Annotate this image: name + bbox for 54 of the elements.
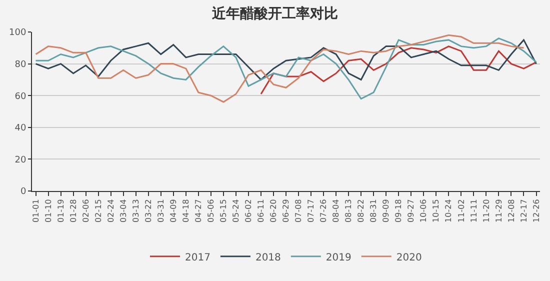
x-tick-label: 04-09 (168, 199, 178, 222)
x-tick-label: 11-02 (456, 199, 466, 222)
x-tick-label: 06-11 (256, 199, 266, 222)
y-tick-label: 40 (14, 124, 26, 134)
x-tick-label: 01-19 (56, 199, 66, 222)
x-tick-label: 04-27 (194, 199, 204, 222)
x-tick-label: 12-17 (519, 199, 528, 222)
x-tick-label: 01-10 (44, 199, 53, 222)
x-tick-label: 03-22 (144, 199, 153, 222)
x-tick-label: 02-15 (94, 199, 103, 222)
line-series (260, 46, 537, 95)
x-tick-label: 12-08 (506, 199, 516, 222)
x-tick-label: 03-13 (131, 199, 140, 222)
x-tick-label: 01-01 (31, 199, 40, 222)
x-tick-label: 06-02 (244, 199, 254, 222)
x-tick-label: 08-31 (369, 199, 378, 222)
legend-label: 2017 (185, 252, 210, 264)
x-tick-label: 07-26 (319, 199, 328, 222)
x-tick-label: 05-06 (206, 199, 216, 222)
legend-label: 2020 (396, 252, 422, 264)
x-tick-label: 01-28 (68, 199, 78, 222)
x-tick-label: 08-22 (356, 199, 366, 222)
legend-label: 2018 (255, 252, 281, 264)
x-tick-label: 10-06 (419, 199, 428, 222)
x-tick-label: 09-09 (382, 199, 391, 222)
x-tick-label: 02-24 (106, 199, 116, 222)
x-tick-label: 06-29 (282, 199, 291, 222)
x-tick-label: 03-04 (118, 199, 128, 222)
x-tick-label: 07-17 (306, 199, 316, 222)
chart-title: 近年醋酸开工率对比 (211, 5, 338, 22)
x-tick-label: 04-18 (182, 199, 190, 222)
y-tick-label: 60 (14, 92, 26, 102)
x-tick-label: 09-27 (406, 199, 416, 222)
x-tick-label: 05-24 (232, 199, 241, 222)
y-tick-label: 100 (9, 28, 26, 38)
x-tick-label: 03-31 (156, 199, 166, 222)
x-tick-label: 02-06 (81, 199, 90, 222)
x-tick-label: 08-13 (344, 199, 354, 222)
x-tick-label: 08-04 (332, 199, 341, 222)
y-tick-label: 80 (14, 60, 26, 70)
x-tick-label: 05-15 (219, 199, 228, 222)
x-tick-label: 11-29 (494, 199, 504, 222)
x-tick-label: 09-18 (394, 199, 404, 222)
y-tick-label: 0 (20, 187, 26, 198)
x-tick-label: 10-24 (444, 199, 454, 222)
y-tick-label: 20 (14, 155, 26, 166)
line-series (35, 39, 537, 80)
x-tick-label: 10-15 (432, 199, 441, 222)
x-tick-label: 11-11 (469, 199, 478, 222)
x-tick-label: 12-26 (532, 199, 541, 222)
x-tick-label: 07-08 (294, 199, 304, 222)
legend-label: 2019 (326, 252, 352, 264)
x-tick-label: 11-20 (482, 199, 491, 222)
x-tick-label: 06-20 (269, 199, 278, 222)
